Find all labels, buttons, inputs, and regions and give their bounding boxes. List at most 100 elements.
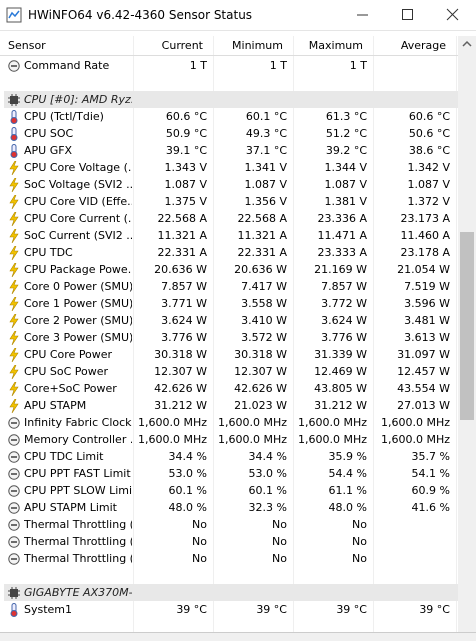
sensor-name: CPU Core Power	[24, 348, 113, 361]
sensor-value: 53.0 %	[248, 467, 287, 480]
sensor-value: 60.6 °C	[165, 110, 207, 123]
sensor-value: 22.331 A	[237, 246, 287, 259]
group-label: CPU [#0]: AMD Ryz...	[24, 93, 132, 106]
sensor-value: 1.087 V	[244, 178, 287, 191]
sensor-value: 42.626 W	[234, 382, 287, 395]
sensor-value: 48.0 %	[328, 501, 367, 514]
column-separator	[293, 36, 294, 636]
sensor-value: 60.6 °C	[408, 110, 450, 123]
sensor-value: 11.460 A	[400, 229, 450, 242]
minimize-button[interactable]	[356, 8, 370, 22]
sensor-icon	[9, 212, 19, 226]
sensor-value: 11.321 A	[157, 229, 207, 242]
sensor-value: 31.212 W	[154, 399, 207, 412]
sensor-icon	[10, 603, 18, 617]
sensor-value: 23.336 A	[317, 212, 367, 225]
sensor-name: Core 2 Power (SMU)	[24, 314, 132, 327]
sensor-value: No	[272, 552, 287, 565]
sensor-value: 3.572 W	[241, 331, 287, 344]
sensor-value: 3.596 W	[404, 297, 450, 310]
sensor-value: 61.3 °C	[325, 110, 367, 123]
sensor-name: Infinity Fabric Clock...	[24, 416, 132, 429]
toolbar	[0, 632, 476, 641]
sensor-value: 20.636 W	[154, 263, 207, 276]
sensor-value: 11.471 A	[317, 229, 367, 242]
sensor-value: 7.417 W	[241, 280, 287, 293]
sensor-value: 3.776 W	[161, 331, 207, 344]
sensor-value: 21.169 W	[314, 263, 367, 276]
sensor-value: 1,600.0 MHz	[217, 433, 287, 446]
sensor-value: 1 T	[189, 59, 207, 72]
sensor-value: 3.558 W	[241, 297, 287, 310]
sensor-value: 1,600.0 MHz	[297, 416, 367, 429]
sensor-name: CPU PPT FAST Limit	[24, 467, 131, 480]
sensor-icon	[9, 297, 19, 311]
sensor-value: 53.0 %	[168, 467, 207, 480]
sensor-name: Thermal Throttling (...	[24, 535, 132, 548]
sensor-value: 1,600.0 MHz	[137, 433, 207, 446]
sensor-value: No	[192, 518, 207, 531]
column-header: Minimum	[232, 39, 283, 52]
sensor-value: 1.344 V	[324, 161, 367, 174]
column-header: Average	[400, 39, 446, 52]
sensor-name: Command Rate	[24, 59, 110, 72]
sensor-icon	[9, 399, 19, 413]
sensor-icon	[8, 553, 20, 565]
sensor-value: 60.1 %	[168, 484, 207, 497]
sensor-icon	[9, 195, 19, 209]
sensor-name: APU STAPM	[24, 399, 87, 412]
sensor-name: Core+SoC Power	[24, 382, 117, 395]
scroll-thumb[interactable]	[460, 232, 474, 420]
sensor-icon	[8, 519, 20, 531]
sensor-icon	[9, 263, 19, 277]
sensor-icon	[9, 314, 19, 328]
sensor-value: 1,600.0 MHz	[380, 433, 450, 446]
sensor-value: 1.343 V	[164, 161, 207, 174]
sensor-value: 23.173 A	[400, 212, 450, 225]
column-header: Maximum	[308, 39, 363, 52]
sensor-value: 3.613 W	[404, 331, 450, 344]
sensor-table: Sensor Current Minimum Maximum Average Comman…	[0, 36, 458, 636]
sensor-value: 23.178 A	[400, 246, 450, 259]
sensor-icon	[9, 382, 19, 396]
sensor-name: CPU TDC Limit	[24, 450, 104, 463]
sensor-value: No	[272, 535, 287, 548]
sensor-value: 31.339 W	[314, 348, 367, 361]
sensor-value: 12.457 W	[397, 365, 450, 378]
sensor-name: CPU SOC	[24, 127, 74, 140]
sensor-name: CPU SoC Power	[24, 365, 109, 378]
sensor-icon	[8, 468, 20, 480]
sensor-value: 20.636 W	[234, 263, 287, 276]
group-row	[4, 91, 458, 108]
sensor-value: 31.212 W	[314, 399, 367, 412]
sensor-value: 1,600.0 MHz	[137, 416, 207, 429]
sensor-icon	[9, 365, 19, 379]
app-icon	[6, 7, 22, 23]
sensor-name: SoC Current (SVI2 ...	[24, 229, 132, 242]
sensor-value: 1 T	[349, 59, 367, 72]
maximize-button[interactable]	[401, 8, 415, 22]
sensor-value: 37.1 °C	[245, 144, 287, 157]
sensor-icon	[8, 434, 20, 446]
close-button[interactable]	[446, 8, 460, 22]
column-separator	[133, 36, 134, 636]
column-header: Sensor	[8, 39, 46, 52]
sensor-value: 51.2 °C	[325, 127, 367, 140]
sensor-icon	[10, 144, 18, 158]
sensor-value: 1.087 V	[164, 178, 207, 191]
sensor-value: 7.857 W	[321, 280, 367, 293]
sensor-value: 12.307 W	[234, 365, 287, 378]
header-border	[0, 55, 458, 56]
sensor-value: 22.568 A	[157, 212, 207, 225]
sensor-value: 35.9 %	[328, 450, 367, 463]
sensor-value: 39.1 °C	[165, 144, 207, 157]
sensor-value: 21.054 W	[397, 263, 450, 276]
sensor-name: Core 3 Power (SMU)	[24, 331, 132, 344]
scroll-up[interactable]	[462, 40, 472, 48]
scrollbar[interactable]	[458, 36, 476, 632]
sensor-value: 3.776 W	[321, 331, 367, 344]
sensor-value: 34.4 %	[248, 450, 287, 463]
sensor-icon	[8, 485, 20, 497]
sensor-name: SoC Voltage (SVI2 ...	[24, 178, 132, 191]
sensor-icon	[8, 536, 20, 548]
